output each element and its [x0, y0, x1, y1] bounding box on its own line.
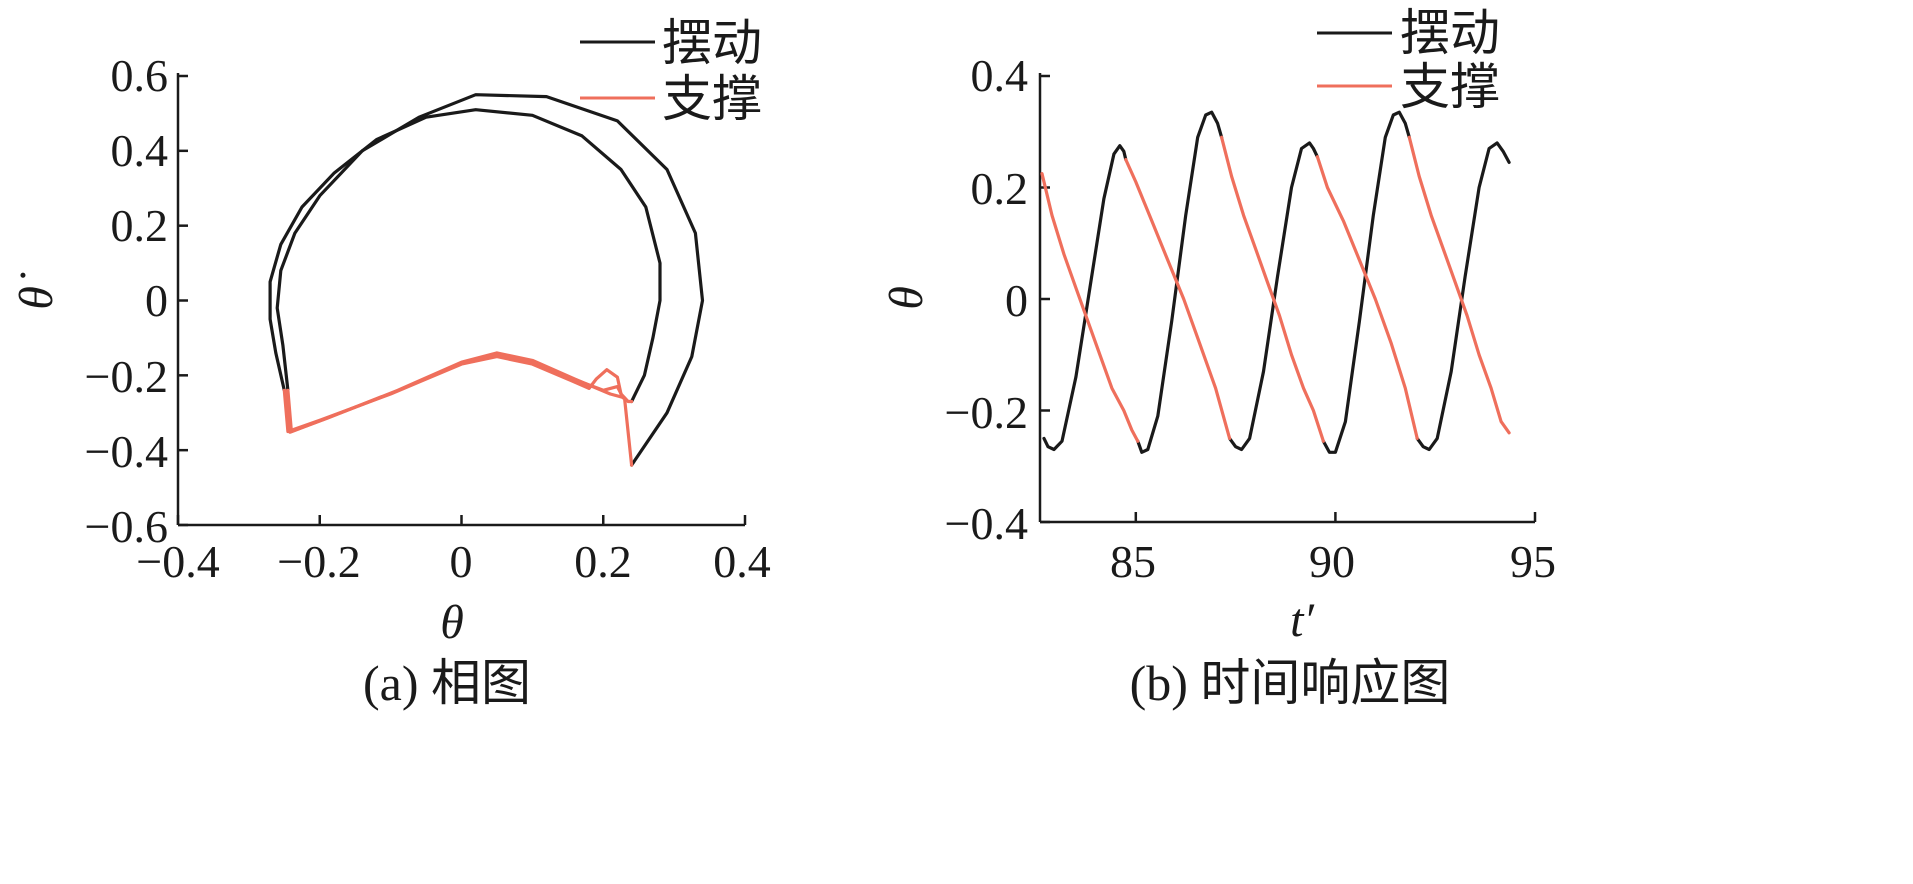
time-x-tick-label: 95: [1510, 536, 1556, 587]
phase-y-tick-label: −0.2: [85, 351, 168, 402]
time-support-line: [1124, 158, 1232, 440]
phase-x-tick-label: 0.2: [574, 536, 632, 587]
time-plot-lines: [1040, 110, 1511, 454]
time-y-tick-label: −0.4: [945, 498, 1028, 549]
time-support-line: [1040, 172, 1140, 443]
time-y-axis-label: θ: [880, 286, 933, 310]
phase-x-axis-label: θ: [440, 596, 464, 649]
time-swing-line: [1228, 141, 1319, 452]
phase-plot-legend: 摆动 支撑: [580, 14, 762, 128]
time-y-tick-label: 0.2: [971, 163, 1029, 214]
phase-support-line: [284, 353, 625, 434]
phase-y-tick-label: −0.4: [85, 426, 168, 477]
phase-x-tick-label: 0.4: [713, 536, 771, 587]
phase-support-line: [282, 355, 634, 434]
time-support-line: [1220, 135, 1325, 443]
time-y-tick-label: −0.2: [945, 387, 1028, 438]
caption-phase-plot: (a) 相图: [363, 655, 531, 711]
phase-support-line: [286, 351, 634, 467]
time-plot-legend: 摆动 支撑: [1317, 4, 1500, 116]
time-x-tick-label: 85: [1110, 536, 1156, 587]
time-support-line: [1315, 155, 1419, 440]
phase-plot-tick-labels: 0.6 0.4 0.2 0 −0.2 −0.4 −0.6 −0.4 −0.2 0…: [85, 50, 771, 587]
phase-y-tick-label: −0.6: [85, 501, 168, 552]
time-y-tick-label: 0.4: [971, 50, 1029, 101]
phase-x-tick-label: 0: [450, 536, 473, 587]
time-swing-line: [1136, 110, 1224, 454]
phase-swing-line: [275, 93, 705, 467]
time-response-panel: 0.4 0.2 0 −0.2 −0.4 85 90 95 t′ θ 摆动 支撑 …: [880, 4, 1556, 711]
time-x-tick-label: 90: [1309, 536, 1355, 587]
phase-x-tick-label: −0.4: [136, 536, 219, 587]
phase-plot-lines: [268, 93, 705, 467]
phase-y-tick-label: 0.6: [111, 50, 169, 101]
time-x-axis-label: t′: [1290, 594, 1315, 647]
time-plot-axes: [1038, 73, 1535, 524]
legend-label-support: 支撑: [662, 70, 762, 128]
legend-label-swing: 摆动: [662, 14, 762, 72]
phase-y-tick-label: 0.4: [111, 125, 169, 176]
phase-y-axis-label: θ̇: [10, 272, 63, 310]
caption-time-response: (b) 时间响应图: [1130, 655, 1451, 711]
time-y-tick-label: 0: [1005, 275, 1028, 326]
phase-x-tick-label: −0.2: [277, 536, 360, 587]
time-support-line: [1407, 135, 1511, 435]
legend-label-swing: 摆动: [1400, 4, 1500, 62]
legend-label-support: 支撑: [1400, 58, 1500, 116]
time-swing-line: [1321, 110, 1411, 454]
phase-plot-ticks: [176, 74, 747, 527]
phase-y-tick-label: 0: [145, 275, 168, 326]
phase-plot-panel: 0.6 0.4 0.2 0 −0.2 −0.4 −0.6 −0.4 −0.2 0…: [10, 14, 771, 711]
time-plot-tick-labels: 0.4 0.2 0 −0.2 −0.4 85 90 95: [945, 50, 1556, 587]
time-swing-line: [1042, 144, 1128, 452]
phase-y-tick-label: 0.2: [111, 200, 169, 251]
time-plot-ticks: [1040, 74, 1537, 524]
phase-swing-line: [268, 108, 662, 404]
time-swing-line: [1415, 141, 1511, 452]
